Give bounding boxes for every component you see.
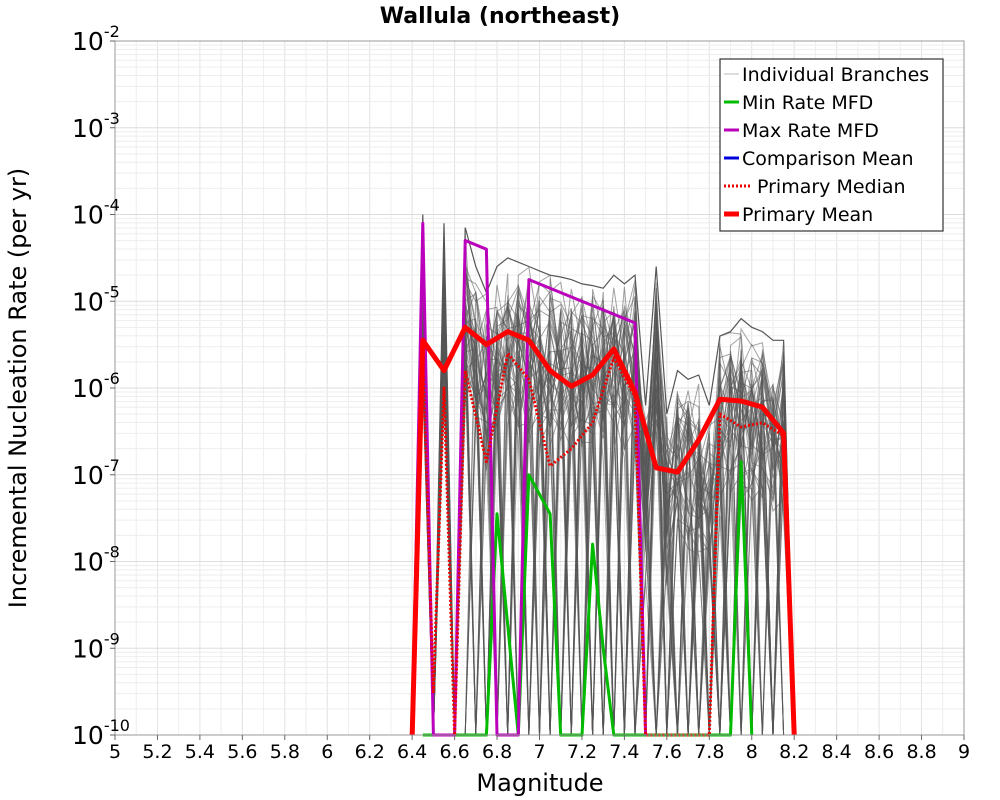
- legend-label: Min Rate MFD: [742, 92, 873, 114]
- series-primary-median: [410, 351, 796, 737]
- x-tick-label: 8.4: [822, 741, 852, 763]
- y-axis-ticks: 10-2 10-3 10-4 10-5 10-6 10-7 10-8 10-9 10-10: [72, 22, 130, 750]
- x-tick-label: 8: [746, 741, 758, 763]
- chart-title: Wallula (northeast): [380, 4, 620, 29]
- y-tick-label: 10-4: [72, 196, 120, 230]
- x-tick-label: 7: [533, 741, 545, 763]
- legend-label: Individual Branches: [742, 64, 929, 86]
- y-tick-label: 10-8: [72, 543, 120, 577]
- x-tick-label: 6: [321, 741, 333, 763]
- y-tick-label: 10-2: [72, 22, 120, 56]
- legend-label: Comparison Mean: [742, 148, 914, 170]
- branch-line: [412, 270, 795, 736]
- x-tick-label: 8.8: [906, 741, 936, 763]
- x-tick-label: 7.2: [567, 741, 597, 763]
- series-primary-mean: [409, 324, 797, 736]
- y-tick-label: 10-6: [72, 369, 120, 403]
- y-tick-label: 10-5: [72, 282, 120, 316]
- x-tick-label: 6.4: [397, 741, 427, 763]
- y-tick-label: 10-3: [72, 109, 120, 143]
- x-tick-label: 7.8: [694, 741, 724, 763]
- x-tick-label: 5.8: [270, 741, 300, 763]
- x-axis-ticks: 5 5.2 5.4 5.6 5.8 6 6.2 6.4 6.6 6.8 7 7.2 7.4 7.6 7.8 8…: [109, 735, 970, 763]
- x-axis-label: Magnitude: [476, 769, 603, 797]
- x-tick-label: 5: [109, 741, 121, 763]
- x-tick-label: 7.4: [609, 741, 639, 763]
- y-tick-label: 10-7: [72, 456, 120, 490]
- x-tick-label: 6.2: [355, 741, 385, 763]
- legend-label: Max Rate MFD: [742, 120, 879, 142]
- x-tick-label: 8.6: [864, 741, 894, 763]
- legend-label: Primary Median: [757, 176, 906, 198]
- y-tick-label: 10-9: [72, 629, 120, 663]
- x-tick-label: 9: [958, 741, 970, 763]
- branch-envelope: [411, 214, 795, 736]
- x-tick-label: 7.6: [652, 741, 682, 763]
- x-tick-label: 5.4: [185, 741, 215, 763]
- x-tick-label: 6.6: [439, 741, 469, 763]
- x-tick-label: 5.2: [142, 741, 172, 763]
- y-tick-label: 10-10: [72, 716, 130, 750]
- y-axis-label: Incremental Nucleation Rate (per yr): [4, 168, 32, 608]
- legend: Individual Branches Min Rate MFD Max Rate …: [719, 58, 944, 232]
- branch-line: [411, 312, 795, 736]
- x-tick-label: 8.2: [779, 741, 809, 763]
- legend-label: Primary Mean: [742, 204, 873, 226]
- x-tick-label: 6.8: [482, 741, 512, 763]
- legend-box: [719, 58, 944, 232]
- x-tick-label: 5.6: [227, 741, 257, 763]
